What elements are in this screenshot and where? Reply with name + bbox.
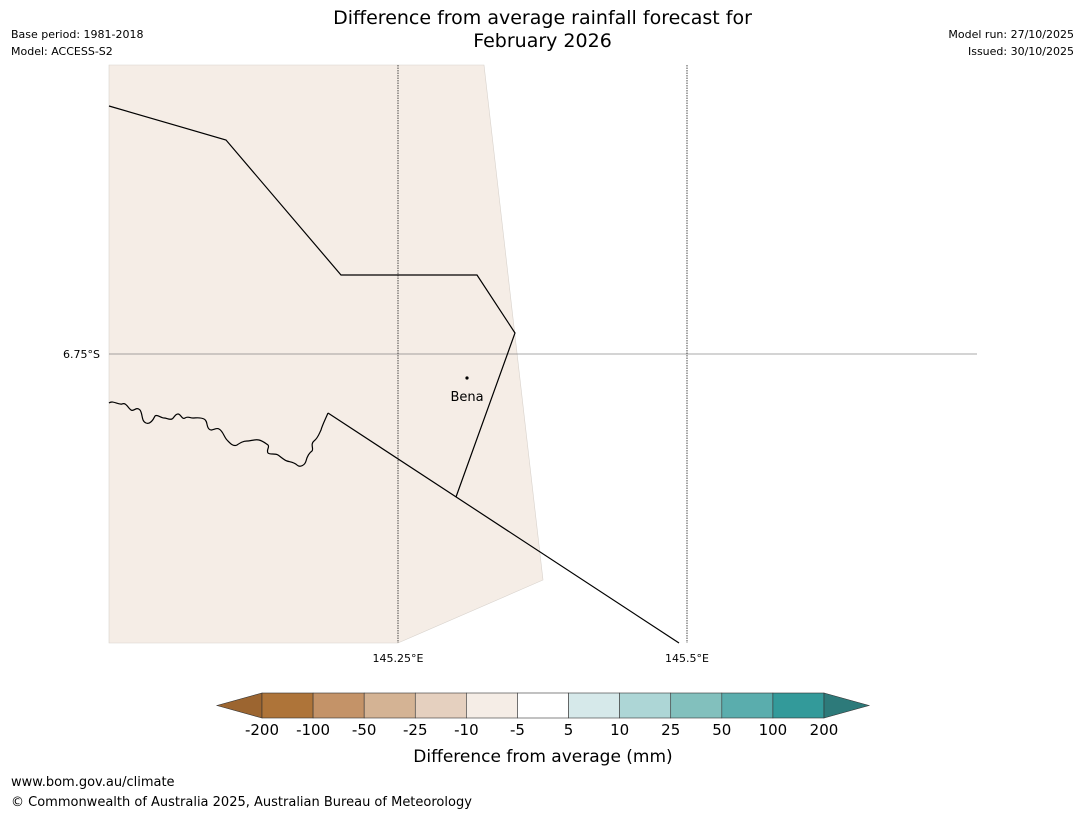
colorbar-tick-label: 25 [661, 721, 680, 739]
place-label-bena: Bena [450, 390, 483, 405]
colorbar-tick-label: -50 [352, 721, 377, 739]
colorbar-segment [414, 692, 467, 719]
river-boundary [108, 401, 329, 467]
colorbar: -200 -100 -50 -25 -10 -5 5 10 25 50 100 200 Differe… [215, 692, 871, 767]
colorbar-segment [670, 692, 723, 719]
title-line-2: February 2026 [473, 30, 612, 52]
colorbar-tick-label: 50 [712, 721, 731, 739]
colorbar-title: Difference from average (mm) [413, 747, 672, 767]
footer-copyright: © Commonwealth of Australia 2025, Austra… [11, 795, 472, 810]
colorbar-tick-label: 5 [564, 721, 574, 739]
province-boundary-south [327, 412, 680, 644]
colorbar-tick-label: -5 [510, 721, 525, 739]
colorbar-tick-label: 200 [810, 721, 839, 739]
place-marker-bena [465, 376, 469, 380]
meta-right: Model run: 27/10/2025 Issued: 30/10/2025 [948, 26, 1074, 60]
map-title: Difference from average rainfall forecas… [0, 7, 1085, 53]
base-period-text: Base period: 1981-2018 [11, 28, 144, 41]
colorbar-tick-label: -25 [403, 721, 428, 739]
longitude-tick-label-2: 145.5°E [665, 652, 709, 665]
colorbar-segment [363, 692, 416, 719]
colorbar-segment [568, 692, 620, 719]
colorbar-segment [466, 692, 518, 719]
province-boundary-north [108, 105, 516, 498]
latitude-tick-label: 6.75°S [63, 348, 100, 361]
colorbar-tick-label: -200 [245, 721, 279, 739]
colorbar-tick-label: 100 [759, 721, 788, 739]
footer-url[interactable]: www.bom.gov.au/climate [11, 775, 175, 790]
model-text: Model: ACCESS-S2 [11, 45, 113, 58]
colorbar-tick-label: 10 [610, 721, 629, 739]
colorbar-segment [721, 692, 774, 719]
title-line-1: Difference from average rainfall forecas… [333, 7, 752, 29]
colorbar-segment [312, 692, 365, 719]
colorbar-over-arrow [823, 692, 871, 719]
colorbar-segment [772, 692, 825, 719]
colorbar-under-arrow [215, 692, 263, 719]
colorbar-tick-label: -100 [296, 721, 330, 739]
longitude-tick-label-1: 145.25°E [373, 652, 424, 665]
model-run-text: Model run: 27/10/2025 [948, 28, 1074, 41]
colorbar-segment [517, 692, 569, 719]
issued-text: Issued: 30/10/2025 [967, 45, 1074, 58]
colorbar-segment [261, 692, 314, 719]
colorbar-segment [619, 692, 672, 719]
colorbar-tick-label: -10 [454, 721, 479, 739]
forecast-map: Bena 6.75°S 145.25°E 145.5°E -200 -100 -50… [63, 64, 977, 767]
meta-left: Base period: 1981-2018 Model: ACCESS-S2 [11, 26, 143, 60]
